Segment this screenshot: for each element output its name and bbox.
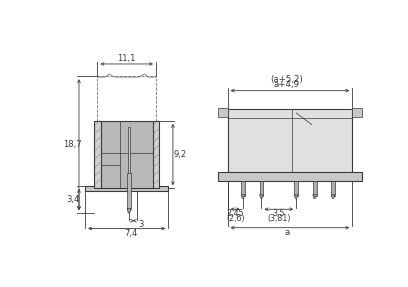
Polygon shape [259, 195, 264, 198]
Bar [313, 181, 317, 196]
Bar [228, 109, 353, 174]
Bar [259, 181, 264, 196]
Polygon shape [127, 208, 131, 213]
Bar [94, 121, 100, 188]
Polygon shape [241, 195, 245, 198]
Text: 3,4: 3,4 [66, 195, 80, 204]
Text: a+4,9: a+4,9 [274, 80, 300, 89]
Text: 2,45: 2,45 [226, 209, 244, 218]
Text: 7,4: 7,4 [124, 229, 137, 238]
Text: 3: 3 [139, 220, 144, 229]
Bar [353, 108, 361, 117]
Polygon shape [331, 195, 335, 198]
Bar [294, 181, 298, 196]
Text: (3,81): (3,81) [267, 214, 290, 223]
Bar [85, 186, 168, 191]
Polygon shape [294, 195, 298, 198]
Text: 18,7: 18,7 [64, 140, 82, 149]
Text: 9,2: 9,2 [173, 150, 186, 159]
Text: a: a [284, 228, 290, 237]
Text: (2,6): (2,6) [226, 214, 244, 223]
Text: 11,1: 11,1 [118, 54, 136, 63]
Text: (a+5,2): (a+5,2) [271, 75, 303, 84]
Bar [128, 127, 130, 173]
Bar [218, 172, 361, 181]
Bar [241, 181, 245, 196]
Bar [153, 121, 159, 188]
Text: 3,5: 3,5 [273, 209, 285, 218]
Bar [127, 173, 131, 209]
Bar [331, 181, 335, 196]
Polygon shape [313, 195, 317, 198]
Bar [100, 121, 153, 188]
Bar [218, 108, 228, 117]
